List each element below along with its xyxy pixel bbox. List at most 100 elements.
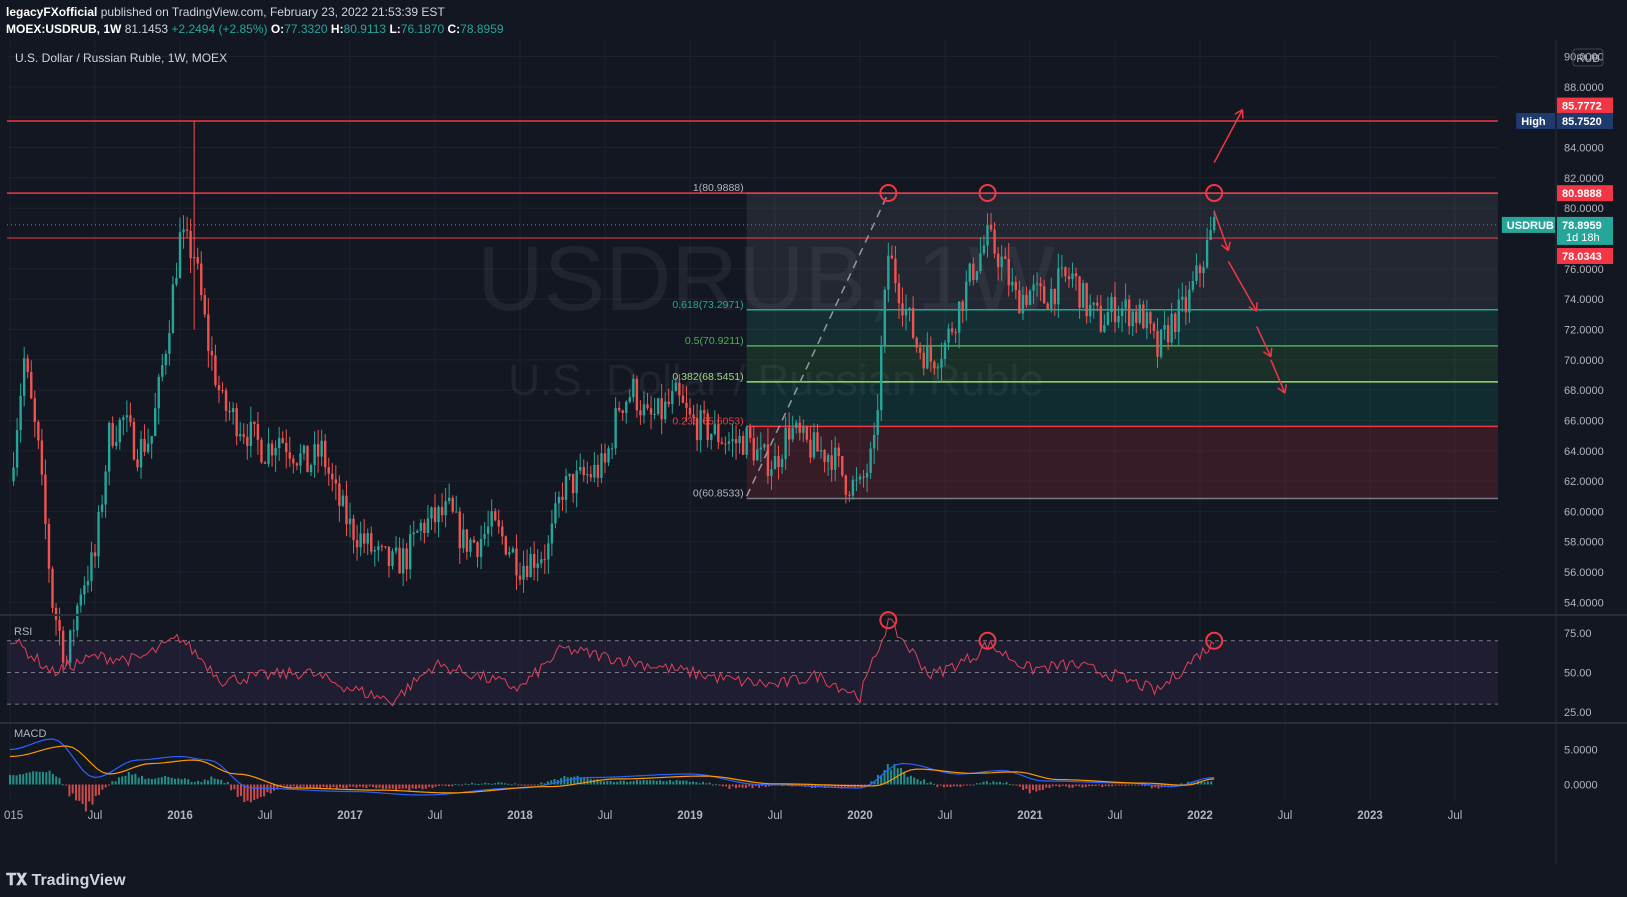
candle-body xyxy=(1195,265,1198,282)
candle-body xyxy=(1166,325,1170,343)
price-tick-label: 66.0000 xyxy=(1564,415,1604,427)
macd-histogram-bar xyxy=(761,784,764,787)
pane-separators xyxy=(0,40,1627,864)
candle-body xyxy=(571,473,575,494)
macd-histogram-bar xyxy=(15,775,18,785)
candle-body xyxy=(911,307,915,338)
candle-body xyxy=(423,522,426,533)
fib-level-label: 0(60.8533) xyxy=(693,487,744,499)
candle-body xyxy=(370,533,373,552)
macd-histogram-bar xyxy=(200,782,203,785)
candle-body xyxy=(957,301,961,333)
candle-body xyxy=(706,413,709,440)
macd-histogram-bar xyxy=(678,780,681,785)
candle-body xyxy=(674,382,678,392)
macd-histogram-bar xyxy=(893,764,896,785)
annotation-drawings[interactable] xyxy=(745,108,1287,497)
macd-histogram-bar xyxy=(603,781,605,785)
macd-histogram-bar xyxy=(985,781,988,785)
candle-body xyxy=(979,253,982,272)
macd-histogram-bar xyxy=(586,778,589,785)
candle-body xyxy=(185,229,189,231)
author-name[interactable]: legacyFXofficial xyxy=(6,5,98,19)
macd-histogram-bar xyxy=(345,784,348,789)
chart-header: legacyFXofficial published on TradingVie… xyxy=(0,0,1627,40)
macd-histogram-bar xyxy=(946,784,949,787)
macd-histogram-bar xyxy=(355,784,358,788)
macd-histogram-bar xyxy=(1164,784,1166,787)
candle-body xyxy=(242,434,245,437)
horizontal-levels[interactable] xyxy=(7,120,1498,239)
candle-body xyxy=(759,447,763,450)
macd-histogram-bar xyxy=(273,784,275,791)
candle-body xyxy=(770,469,773,477)
macd-histogram-bar xyxy=(490,783,493,785)
candle-body xyxy=(175,278,178,285)
fibonacci-retracement[interactable]: 1(80.9888) 0.618(73.2971) 0.5(70.9211) 0.38… xyxy=(672,182,1498,499)
tradingview-logo[interactable]: 𝐓𝐗 TradingView xyxy=(6,872,126,890)
fib-zone xyxy=(746,193,1498,310)
candle-body xyxy=(1089,304,1092,317)
price-tag-label-box xyxy=(1501,216,1555,233)
candle-body xyxy=(104,471,107,505)
candle-body xyxy=(210,350,214,356)
macd-histogram-bar xyxy=(906,776,909,785)
peak-marker-circle xyxy=(879,184,898,203)
macd-histogram-bar xyxy=(1127,784,1130,786)
macd-histogram-bar xyxy=(365,784,368,789)
published-text: published on TradingView.com, February 2… xyxy=(100,5,445,19)
macd-histogram-bar xyxy=(636,780,638,785)
candle-body xyxy=(536,563,539,568)
candle-body xyxy=(239,434,242,437)
macd-histogram-bar xyxy=(88,784,91,802)
macd-histogram-bar xyxy=(339,784,341,788)
candle-body xyxy=(741,435,745,455)
price-axis[interactable]: 90.000088.000086.000084.000082.000080.00… xyxy=(1564,52,1604,792)
macd-histogram-bar xyxy=(1068,784,1071,788)
candle-body xyxy=(600,453,603,478)
candle-body xyxy=(313,444,316,466)
price-tag-box xyxy=(1557,112,1613,129)
candle-body xyxy=(22,358,26,396)
candle-body xyxy=(649,408,653,415)
projection-arrow xyxy=(1270,359,1286,394)
candle-body xyxy=(1149,312,1152,324)
chart-canvas[interactable]: USDRUB, 1W U.S. Dollar / Russian Ruble 1… xyxy=(0,40,1627,864)
currency-button[interactable]: RUB xyxy=(1572,48,1604,67)
candle-body xyxy=(253,421,256,425)
macd-histogram-bar xyxy=(1048,784,1051,789)
macd-histogram-bar xyxy=(164,775,167,785)
macd-histogram-bar xyxy=(352,784,355,787)
candle-body xyxy=(1099,305,1103,332)
macd-histogram-bar xyxy=(18,774,21,785)
macd-histogram-bar xyxy=(827,784,830,787)
candle-body xyxy=(603,453,607,463)
time-axis[interactable]: 015 Jul 2016 Jul 2017 Jul 2018 Jul 2019 Jul 2020 Ju… xyxy=(4,810,1462,822)
macd-histogram-bar xyxy=(1117,784,1120,786)
fib-level-label: 0.618(73.2971) xyxy=(672,299,743,311)
candle-body xyxy=(1032,284,1035,291)
candle-body xyxy=(596,464,600,478)
candle-body xyxy=(444,501,447,516)
macd-histogram-bar xyxy=(1005,782,1008,785)
candle-body xyxy=(763,444,766,448)
candle-body xyxy=(51,568,54,608)
price-tag-value: 85.7520 xyxy=(1562,116,1602,128)
candle-body xyxy=(617,407,621,411)
price-tick-label: 62.0000 xyxy=(1564,476,1604,488)
candle-body xyxy=(653,413,656,415)
candle-body xyxy=(214,355,217,385)
macd-histogram-bar xyxy=(715,784,718,786)
symbol-label[interactable]: MOEX:USDRUB, 1W xyxy=(6,22,122,36)
macd-histogram-bar xyxy=(104,784,107,788)
candle-body xyxy=(908,307,911,309)
macd-histogram-bar xyxy=(193,782,196,785)
macd-histogram-bar xyxy=(639,780,642,785)
candle-body xyxy=(1074,273,1078,277)
candle-body xyxy=(993,229,996,254)
candle-body xyxy=(12,467,15,482)
time-tick-label: 2020 xyxy=(847,810,873,822)
ohlc-line: MOEX:USDRUB, 1W 81.1453 +2.2494 (+2.85%)… xyxy=(6,22,504,36)
candle-body xyxy=(182,229,185,233)
candle-body xyxy=(465,529,469,552)
